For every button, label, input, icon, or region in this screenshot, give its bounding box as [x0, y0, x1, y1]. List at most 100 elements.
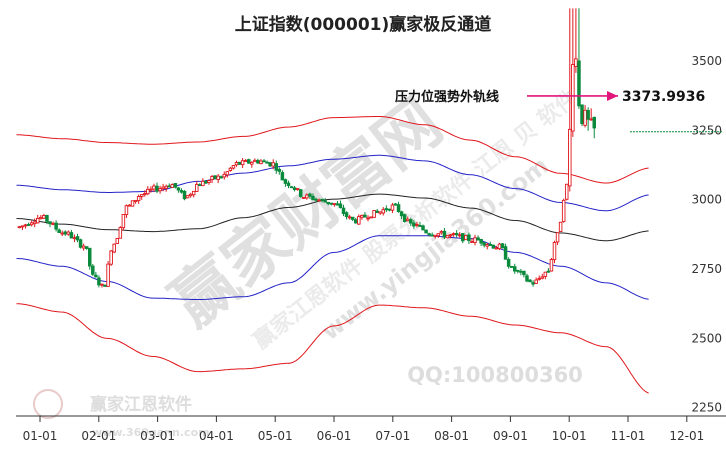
candle-body: [409, 219, 413, 224]
candle-body: [170, 184, 175, 188]
candle-body: [283, 179, 288, 184]
x-tick-label: 05-01: [258, 429, 293, 443]
candle-body: [329, 202, 334, 205]
x-tick-label: 06-01: [317, 429, 352, 443]
candle-body: [341, 207, 346, 215]
candle-body: [402, 214, 407, 222]
candle-body: [167, 185, 171, 188]
candle-body: [571, 64, 575, 132]
candle-body: [485, 244, 489, 247]
candle-body: [274, 163, 279, 171]
candle-body: [246, 159, 251, 164]
candle-body: [461, 233, 465, 242]
candle-body: [335, 203, 340, 206]
candle-body: [415, 223, 419, 226]
candle-body: [32, 221, 37, 225]
candle-body: [500, 243, 505, 249]
candle-body: [396, 204, 401, 212]
candle-body: [213, 175, 217, 180]
candle-body: [436, 233, 441, 237]
candle-body: [210, 176, 214, 181]
candle-body: [20, 225, 25, 228]
candle-body: [109, 250, 113, 265]
y-tick-label: 3500: [691, 54, 722, 68]
candle-body: [445, 235, 450, 239]
y-tick-label: 2500: [691, 331, 722, 345]
candle-body: [451, 233, 456, 236]
candle-body: [488, 244, 493, 246]
candle-body: [586, 109, 590, 120]
x-axis-ticks: 01-01 02-01 03-01 04-01 05-01 06-01 07-01 08-01…: [23, 416, 704, 443]
x-tick-label: 03-01: [140, 429, 175, 443]
candle-body: [295, 188, 300, 191]
candle-body: [580, 104, 584, 125]
candle-body: [191, 190, 196, 196]
candle-body: [231, 165, 236, 169]
candle-body: [314, 198, 318, 201]
candle-body: [48, 221, 52, 225]
candle-body: [256, 159, 260, 164]
candle-body: [531, 282, 535, 285]
candle-body: [179, 190, 184, 193]
candle-body: [207, 180, 211, 183]
candle-body: [250, 161, 254, 165]
candle-body: [136, 196, 141, 202]
candle-body: [412, 222, 416, 227]
candle-body: [106, 263, 110, 287]
candle-body: [45, 214, 49, 222]
candle-body: [103, 284, 107, 287]
candlesticks: [17, 8, 596, 288]
candle-body: [289, 186, 294, 189]
candle-body: [57, 229, 61, 234]
candle-body: [146, 188, 150, 195]
candle-body: [482, 242, 486, 246]
candle-body: [338, 203, 343, 209]
candle-body: [225, 171, 230, 176]
candle-body: [433, 234, 438, 237]
candle-body: [366, 217, 370, 220]
x-tick-label: 08-01: [434, 429, 469, 443]
y-tick-label: 2250: [691, 401, 722, 415]
candle-body: [130, 200, 135, 207]
candle-body: [124, 205, 129, 216]
candle-body: [592, 116, 596, 129]
resistance-annotation: 压力位强势外轨线 3373.9936: [395, 89, 722, 133]
candle-body: [317, 199, 321, 202]
candle-body: [326, 201, 330, 205]
x-tick-label: 04-01: [199, 429, 234, 443]
y-axis-ticks: 2250 2500 2750 3000 3250 3500: [691, 54, 722, 415]
candle-body: [277, 168, 282, 172]
candle-body: [268, 162, 272, 167]
candle-body: [568, 128, 572, 187]
watermark-logo-sub: www.360gann.com: [92, 426, 210, 439]
candle-body: [219, 176, 223, 179]
candle-body: [442, 230, 447, 238]
candle-body: [152, 185, 156, 190]
candle-body: [26, 224, 31, 226]
x-tick-label: 02-01: [81, 429, 116, 443]
candle-body: [347, 216, 352, 219]
candle-body: [546, 270, 551, 273]
candle-body: [198, 184, 202, 187]
watermark-logo: 赢家江恩软件 www.360gann.com: [33, 389, 210, 439]
candle-body: [375, 210, 379, 213]
candle-body: [234, 162, 239, 166]
candle-body: [188, 193, 193, 197]
candle-body: [240, 160, 245, 166]
watermark-layer: 赢家财富网 www.yingjia360.com 赢家江恩软件 股票分析软件 江…: [33, 85, 583, 439]
x-tick-label: 11-01: [611, 429, 646, 443]
candle-body: [320, 198, 324, 201]
candle-body: [298, 189, 303, 197]
candle-body: [228, 167, 233, 171]
candle-body: [506, 258, 511, 267]
outer-upper-band: [16, 116, 649, 184]
candle-body: [139, 194, 144, 197]
candle-body: [354, 219, 358, 224]
candle-body: [464, 235, 468, 241]
candle-body: [78, 239, 83, 248]
candle-body: [280, 172, 285, 181]
candle-body: [405, 218, 410, 222]
candle-body: [363, 214, 367, 218]
arrow-head-icon: [607, 90, 618, 101]
candle-body: [29, 222, 34, 226]
